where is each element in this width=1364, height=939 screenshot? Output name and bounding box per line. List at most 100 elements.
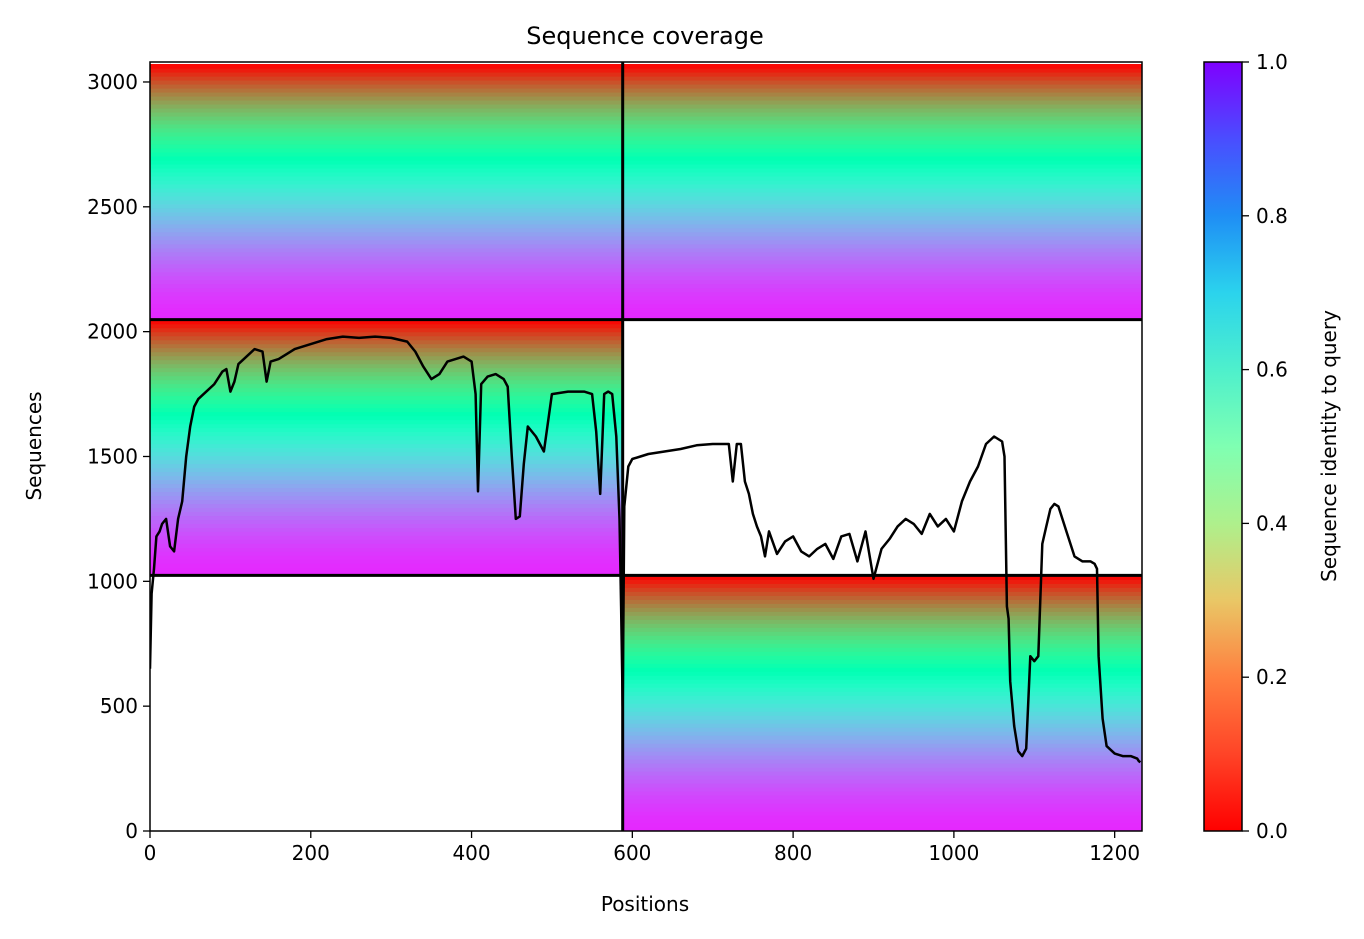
heatmap-row-band bbox=[150, 551, 623, 556]
heatmap-row-band bbox=[150, 279, 1142, 285]
heatmap-row-band bbox=[150, 107, 1142, 113]
x-tick-label: 400 bbox=[452, 841, 490, 865]
heatmap-row-band bbox=[150, 375, 623, 381]
heatmap-row-band bbox=[622, 815, 1142, 820]
heatmap-row-band bbox=[622, 667, 1142, 672]
heatmap-row-band bbox=[622, 579, 1142, 584]
block-dividers bbox=[150, 62, 1142, 831]
heatmap-row-band bbox=[150, 379, 623, 385]
heatmap-row-band bbox=[150, 227, 1142, 233]
heatmap-row-band bbox=[150, 251, 1142, 257]
heatmap-row-band bbox=[622, 771, 1142, 776]
heatmap-row-band bbox=[622, 599, 1142, 604]
heatmap-row-band bbox=[150, 527, 623, 532]
heatmap-row-band bbox=[150, 219, 1142, 225]
heatmap-row-band bbox=[150, 447, 623, 453]
heatmap-row-band bbox=[622, 719, 1142, 724]
heatmap-row-band bbox=[150, 183, 1142, 189]
heatmap-row-band bbox=[150, 559, 623, 564]
heatmap-row-band bbox=[150, 479, 623, 485]
heatmap-row-band bbox=[150, 467, 623, 473]
heatmap-row-band bbox=[150, 331, 623, 337]
heatmap-row-band bbox=[622, 775, 1142, 780]
heatmap-row-band bbox=[622, 755, 1142, 760]
heatmap-row-band bbox=[622, 803, 1142, 808]
heatmap-row-band bbox=[150, 151, 1142, 157]
heatmap-row-band bbox=[150, 419, 623, 425]
heatmap-row-band bbox=[150, 303, 1142, 309]
heatmap-row-band bbox=[150, 359, 623, 365]
heatmap-row-band bbox=[150, 255, 1142, 261]
heatmap-row-band bbox=[150, 311, 1142, 317]
heatmap-row-band bbox=[622, 691, 1142, 696]
heatmap-row-band bbox=[150, 439, 623, 445]
heatmap-row-band bbox=[150, 203, 1142, 209]
heatmap-row-band bbox=[622, 715, 1142, 720]
heatmap-row-band bbox=[622, 607, 1142, 612]
heatmap-row-band bbox=[150, 427, 623, 433]
heatmap-row-band bbox=[150, 239, 1142, 245]
heatmap-row-band bbox=[150, 403, 623, 409]
heatmap-row-band bbox=[622, 743, 1142, 748]
heatmap-row-band bbox=[150, 91, 1142, 97]
heatmap-row-band bbox=[150, 451, 623, 457]
heatmap-row-band bbox=[150, 195, 1142, 201]
heatmap-row-band bbox=[150, 155, 1142, 161]
heatmap-row-band bbox=[150, 215, 1142, 221]
heatmap-row-band bbox=[622, 635, 1142, 640]
heatmap-row-band bbox=[622, 587, 1142, 592]
heatmap-row-band bbox=[150, 143, 1142, 149]
x-axis-ticks: 0 200 400 600 800 1000 1200 bbox=[144, 831, 1140, 865]
heatmap-row-band bbox=[622, 611, 1142, 616]
heatmap-row-band bbox=[150, 351, 623, 357]
heatmap-row-band bbox=[150, 283, 1142, 289]
heatmap-row-band bbox=[150, 299, 1142, 305]
y-axis-ticks: 0 500 1000 1500 2000 2500 3000 bbox=[87, 70, 150, 843]
x-axis-label: Positions bbox=[601, 892, 689, 916]
heatmap-row-band bbox=[622, 583, 1142, 588]
coverage-line bbox=[150, 335, 1142, 764]
heatmap-row-band bbox=[622, 615, 1142, 620]
heatmap-row-band bbox=[150, 111, 1142, 117]
heatmap-row-band bbox=[150, 443, 623, 449]
heatmap-row-band bbox=[150, 115, 1142, 121]
heatmap-row-band bbox=[622, 739, 1142, 744]
heatmap-row-band bbox=[150, 223, 1142, 229]
heatmap-row-band bbox=[150, 167, 1142, 173]
heatmap-row-band bbox=[622, 703, 1142, 708]
heatmap-row-band bbox=[622, 575, 1142, 580]
heatmap-row-band bbox=[150, 407, 623, 413]
coverage-heatmap bbox=[150, 63, 1142, 831]
heatmap-row-band bbox=[150, 499, 623, 505]
heatmap-row-band bbox=[622, 795, 1142, 800]
heatmap-row-band bbox=[150, 503, 623, 509]
heatmap-row-band bbox=[150, 231, 1142, 237]
heatmap-row-band bbox=[150, 179, 1142, 185]
heatmap-row-band bbox=[150, 563, 623, 568]
colorbar-tick-label: 0.8 bbox=[1256, 204, 1288, 228]
heatmap-row-band bbox=[150, 567, 623, 572]
x-tick-label: 800 bbox=[774, 841, 812, 865]
heatmap-row-band bbox=[622, 779, 1142, 784]
heatmap-row-band bbox=[150, 163, 1142, 169]
heatmap-row-band bbox=[150, 395, 623, 401]
heatmap-row-band bbox=[150, 243, 1142, 249]
y-axis-label: Sequences bbox=[22, 391, 46, 500]
heatmap-row-band bbox=[150, 547, 623, 552]
heatmap-row-band bbox=[150, 287, 1142, 293]
x-tick-label: 0 bbox=[144, 841, 157, 865]
colorbar-tick-label: 0.0 bbox=[1256, 819, 1288, 843]
heatmap-row-band bbox=[150, 507, 623, 513]
heatmap-row-band bbox=[150, 415, 623, 421]
heatmap-row-band bbox=[622, 699, 1142, 704]
x-tick-label: 1000 bbox=[928, 841, 979, 865]
heatmap-row-band bbox=[150, 315, 1142, 321]
heatmap-row-band bbox=[150, 339, 623, 345]
heatmap-row-band bbox=[150, 483, 623, 489]
heatmap-row-band bbox=[622, 659, 1142, 664]
heatmap-row-band bbox=[150, 327, 623, 333]
heatmap-row-band bbox=[150, 171, 1142, 177]
heatmap-row-band bbox=[150, 535, 623, 540]
y-tick-label: 1500 bbox=[87, 444, 138, 468]
heatmap-row-band bbox=[622, 643, 1142, 648]
